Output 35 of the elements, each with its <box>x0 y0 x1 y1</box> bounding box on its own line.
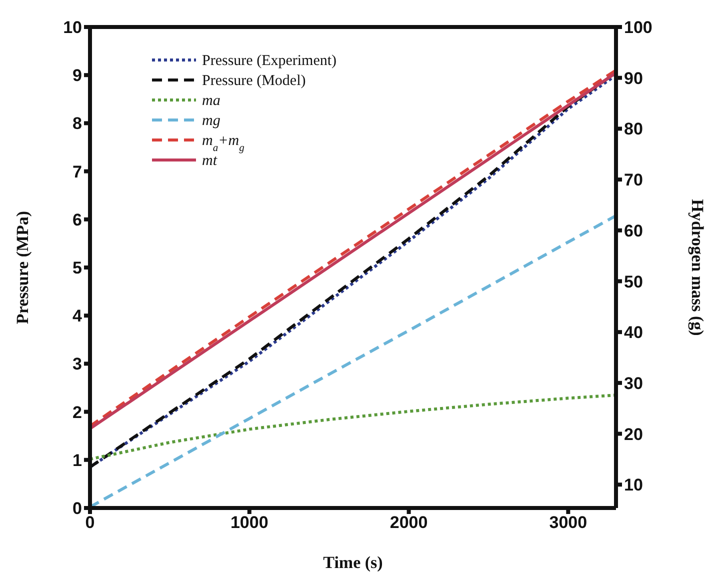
y-axis-title: Pressure (MPa) <box>13 210 32 324</box>
y2-tick-label: 30 <box>624 374 643 393</box>
legend-label: mg <box>202 113 221 129</box>
y2-tick-label: 20 <box>624 424 643 444</box>
y2-tick-label: 80 <box>624 120 643 139</box>
x-tick-label: 0 <box>85 513 95 532</box>
y-tick-label: 2 <box>72 402 82 422</box>
legend-label: ma <box>202 93 220 109</box>
y-tick-label: 10 <box>63 18 82 38</box>
y-tick-label: 9 <box>72 66 82 86</box>
legend-label: m$_{a}$+m$_{g}$ <box>202 133 244 154</box>
legend-label: Pressure (Model) <box>202 73 306 89</box>
legend-label: Pressure (Experiment) <box>202 53 337 69</box>
line-series <box>90 394 616 461</box>
y2-tick-label: 90 <box>624 68 643 88</box>
legend-label: mt <box>202 153 218 169</box>
y-tick-label: 5 <box>72 258 82 278</box>
y-tick-label: 1 <box>72 450 82 470</box>
y2-tick-label: 60 <box>624 221 643 240</box>
y2-tick-label: 10 <box>624 476 643 495</box>
y2-tick-label: 40 <box>624 323 643 342</box>
y-tick-label: 0 <box>72 499 82 518</box>
y2-tick-label: 50 <box>624 272 643 292</box>
x-tick-label: 3000 <box>549 513 588 532</box>
x-axis-title: Time (s) <box>323 553 383 572</box>
x-tick-label: 2000 <box>390 513 428 532</box>
x-tick-label: 1000 <box>230 513 268 532</box>
y-tick-label: 8 <box>72 114 82 134</box>
y-tick-label: 4 <box>72 306 83 326</box>
y-tick-label: 7 <box>72 162 82 182</box>
y2-tick-label: 100 <box>624 18 652 38</box>
y-tick-label: 6 <box>72 210 82 230</box>
y-tick-label: 3 <box>72 354 82 374</box>
y2-tick-label: 70 <box>624 170 643 190</box>
y2-axis-title: Hydrogen mass (g) <box>688 199 707 336</box>
